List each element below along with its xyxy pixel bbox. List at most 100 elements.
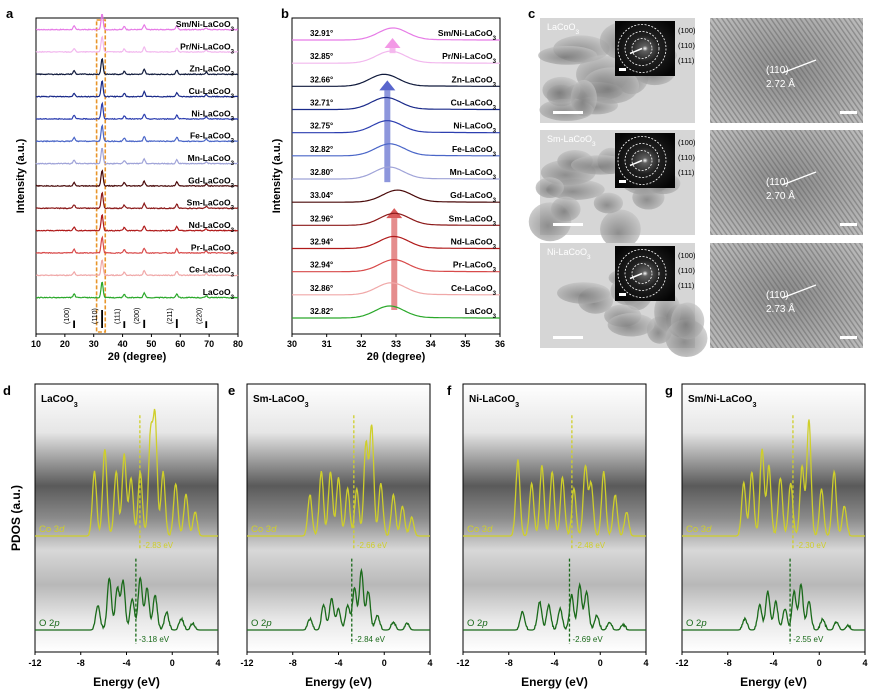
- xrd-a-ylabel: Intensity (a.u.): [15, 138, 27, 213]
- hrtem-spacing-label-1: 2.70 Å: [766, 189, 795, 202]
- pdos-o2p-label-d-orbital: p: [53, 618, 59, 629]
- xrd-b-label-Fe-LaCoO3-sub: 3: [493, 150, 497, 157]
- pdos-o2p-label-g: O 2p: [686, 618, 707, 629]
- saed-ring-0-1: [624, 31, 660, 66]
- xrd-a-ref-label-1: (110): [92, 308, 99, 324]
- pdos-title-e-main: Sm-LaCoO: [253, 394, 305, 405]
- xrd-b-label-Gd-LaCoO3-sub: 3: [493, 197, 497, 204]
- xrd-b-label-Mn-LaCoO3: Mn-LaCoO3: [450, 167, 497, 181]
- saed-scale-bar-0: [619, 68, 626, 71]
- xrd-b-label-Nd-LaCoO3: Nd-LaCoO3: [451, 237, 497, 251]
- pdos-o2p-line-g: [682, 582, 865, 631]
- xrd-b-xtick-label-5: 35: [460, 339, 470, 349]
- tem-scale-bar-0: [553, 111, 583, 114]
- xrd-b-label-Ce-LaCoO3: Ce-LaCoO3: [451, 283, 497, 297]
- pdos-title-g: Sm/Ni-LaCoO3: [688, 394, 756, 409]
- xrd-a-line-Sm-LaCoO3: [35, 191, 239, 210]
- xrd-a-label-Pr-LaCoO3-main: Pr-LaCoO: [191, 242, 231, 252]
- pdos-title-e: Sm-LaCoO3: [253, 394, 309, 409]
- xrd-a-label-Ni-LaCoO3-sub: 3: [231, 115, 235, 122]
- xrd-b-xtick-label-0: 30: [287, 339, 297, 349]
- xrd-a-label-Ce-LaCoO3-main: Ce-LaCoO: [189, 265, 231, 275]
- hrtem-arrow-0: [781, 59, 817, 74]
- panel-c-tem-images: LaCoO3 (100)(110)(111)(110)2.72 ÅSm-LaCoO…: [528, 18, 863, 358]
- xrd-a-label-Nd-LaCoO3: Nd-LaCoO3: [189, 220, 235, 234]
- tem-scale-bar-2: [553, 336, 583, 339]
- saed-scale-bar-1: [619, 180, 626, 183]
- pdos-xtick-label-f-0: -12: [456, 658, 469, 668]
- xrd-a-label-Pr/Ni-LaCoO3-sub: 3: [231, 48, 235, 55]
- saed-ring-label-0-1: (110): [678, 41, 695, 50]
- xrd-b-label-Ce-LaCoO3-sub: 3: [493, 289, 497, 296]
- xrd-a-label-Pr-LaCoO3: Pr-LaCoO3: [191, 242, 235, 256]
- pdos-o2p-label-g-orbital: p: [700, 618, 706, 629]
- xrd-a-label-Pr-LaCoO3-sub: 3: [231, 249, 235, 256]
- pdos-xtick-label-f-3: 0: [598, 658, 603, 668]
- pdos-co3d-center-label-d: -2.83 eV: [143, 541, 174, 550]
- xrd-b-label-Pr-LaCoO3-sub: 3: [493, 266, 497, 273]
- saed-ring-2-1: [624, 256, 660, 291]
- tem-particle-2-13: [671, 302, 705, 340]
- xrd-b-label-LaCoO3-main: LaCoO: [465, 306, 493, 316]
- xrd-b-peak-label-Mn-LaCoO3: 32.80°: [310, 168, 333, 177]
- xrd-b-xtick-label-2: 32: [356, 339, 366, 349]
- pdos-o2p-center-label-g: -2.55 eV: [793, 635, 824, 644]
- xrd-a-label-Mn-LaCoO3-sub: 3: [231, 160, 235, 167]
- panel-letter-a: a: [6, 6, 14, 21]
- pdos-background-d: [35, 384, 218, 652]
- saed-ring-label-1-1: (110): [678, 153, 695, 162]
- xrd-b-label-Sm/Ni-LaCoO3-sub: 3: [493, 35, 497, 42]
- xrd-b-xtick-label-6: 36: [495, 339, 505, 349]
- pdos-title-g-main: Sm/Ni-LaCoO: [688, 394, 753, 405]
- pdos-xtick-label-d-2: -4: [122, 658, 130, 668]
- pdos-background-e: [247, 384, 430, 652]
- xrd-b-xtick-label-1: 31: [322, 339, 332, 349]
- tem-particle-0-13: [570, 79, 597, 117]
- xrd-a-label-Zn-LaCoO3-sub: 3: [231, 70, 235, 77]
- tem-sample-label-2-sub: 3: [587, 254, 591, 261]
- pdos-xtick-label-g-0: -12: [675, 658, 688, 668]
- saed-ring-label-0-0: (100): [678, 26, 696, 35]
- xrd-a-line-Nd-LaCoO3: [35, 213, 239, 232]
- tem-particle-2-8: [557, 282, 611, 304]
- xrd-a-xtick-label-5: 60: [175, 339, 185, 349]
- hrtem-scale-bar-0: [840, 111, 857, 114]
- pdos-co3d-label-f-orbital: d: [487, 524, 493, 535]
- xrd-a-line-LaCoO3: [35, 281, 239, 299]
- xrd-a-label-Mn-LaCoO3: Mn-LaCoO3: [188, 153, 235, 167]
- saed-ring-label-2-2: (111): [678, 281, 695, 290]
- tem-particle-0-10: [542, 76, 581, 104]
- saed-beamstop-2: [629, 272, 643, 280]
- tem-sample-label-1-sub: 3: [592, 141, 596, 148]
- pdos-o2p-line-d: [35, 576, 218, 631]
- pdos-xtick-label-f-2: -4: [550, 658, 558, 668]
- xrd-a-line-Ce-LaCoO3: [35, 259, 239, 277]
- xrd-b-label-Pr/Ni-LaCoO3-main: Pr/Ni-LaCoO: [442, 51, 493, 61]
- xrd-b-label-Cu-LaCoO3: Cu-LaCoO3: [451, 98, 497, 112]
- hrtem-plane-label-2: (110): [766, 290, 789, 301]
- tem-sample-label-1-main: Sm-LaCoO: [547, 134, 592, 144]
- xrd-b-peak-label-Sm-LaCoO3: 32.96°: [310, 214, 333, 223]
- saed-ring-1-0: [631, 150, 653, 171]
- xrd-a-line-Cu-LaCoO3: [36, 80, 239, 98]
- xrd-b-label-Ni-LaCoO3-sub: 3: [493, 127, 497, 134]
- panel-letter-f: f: [447, 383, 452, 398]
- pdos-title-g-sub: 3: [752, 400, 756, 409]
- xrd-a-label-Ni-LaCoO3: Ni-LaCoO3: [191, 108, 234, 122]
- xrd-b-line-Zn-LaCoO3: [292, 73, 500, 87]
- pdos-title-e-sub: 3: [305, 400, 309, 409]
- xrd-b-label-Zn-LaCoO3: Zn-LaCoO3: [452, 74, 497, 88]
- xrd-a-line-Pr/Ni-LaCoO3: [35, 35, 239, 54]
- hrtem-fringes-1: [710, 130, 863, 235]
- tem-particle-0-6: [538, 45, 598, 65]
- pdos-co3d-label-f: Co 3d: [467, 524, 493, 535]
- pdos-co3d-center-label-e: -2.66 eV: [357, 541, 388, 550]
- xrd-a-ref-label-0: (100): [64, 308, 71, 324]
- panel-letter-c: c: [528, 6, 535, 21]
- saed-ring-label-0-2: (111): [678, 56, 695, 65]
- saed-ring-1-1: [624, 143, 660, 178]
- xrd-b-peak-label-Sm/Ni-LaCoO3: 32.91°: [310, 29, 333, 38]
- pdos-title-d-sub: 3: [74, 400, 78, 409]
- panel-a-xrd-chart: Sm/Ni-LaCoO3Pr/Ni-LaCoO3Zn-LaCoO3Cu-LaCo…: [15, 14, 243, 363]
- pdos-co3d-line-g: [682, 419, 865, 537]
